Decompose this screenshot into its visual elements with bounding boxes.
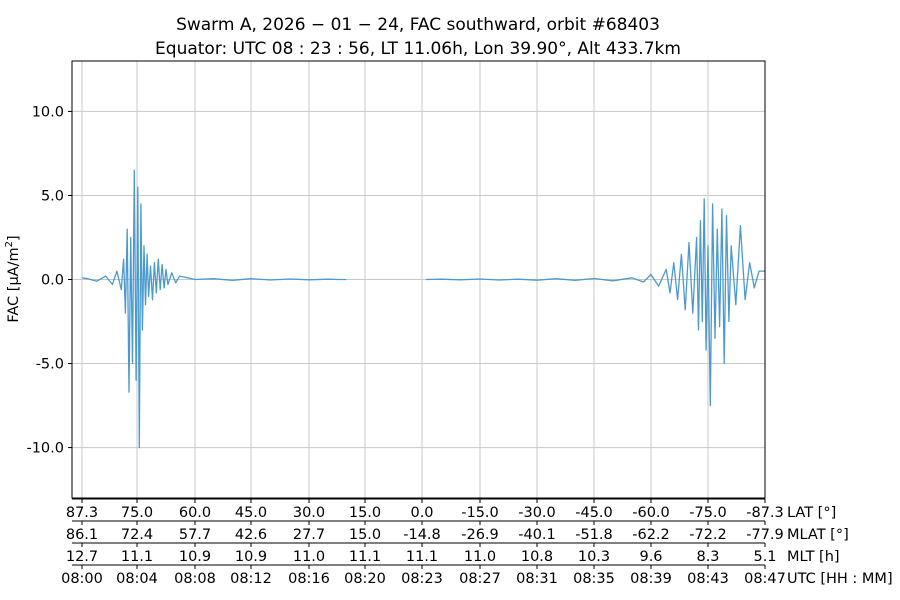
x-tick-label: -51.8 [575,527,613,543]
x-tick-label: 8.3 [696,549,719,565]
x-tick-label: 9.6 [639,549,662,565]
x-row-label: UTC [HH : MM] [787,571,893,587]
x-tick-label: 08:20 [344,571,386,587]
data-series [81,169,765,449]
x-tick-label: 08:35 [573,571,615,587]
x-tick-label: 10.9 [179,549,211,565]
x-tick-label: 10.9 [235,549,267,565]
x-tick-label: 08:16 [288,571,330,587]
fac-series-line-1 [81,169,347,449]
x-tick-label: 72.4 [121,527,153,543]
x-tick-label: 08:00 [61,571,103,587]
x-row-label: LAT [°] [787,505,836,521]
x-tick-label: 11.1 [349,549,381,565]
x-tick-label: -30.0 [518,505,556,521]
x-tick-label: 87.3 [66,505,98,521]
x-tick-label: 11.0 [293,549,325,565]
y-tick-label: -5.0 [36,357,64,373]
x-tick-label: -87.3 [746,505,784,521]
x-tick-label: -72.2 [689,527,727,543]
x-tick-label: 12.7 [66,549,98,565]
x-tick-label: 57.7 [179,527,211,543]
x-tick-label: 10.8 [521,549,553,565]
x-row-label: MLT [h] [787,549,840,565]
x-tick-label: 08:39 [630,571,672,587]
x-tick-label: 11.1 [121,549,153,565]
x-tick-label: 08:47 [744,571,786,587]
x-tick-label: 75.0 [121,505,153,521]
x-tick-label: 0.0 [410,505,433,521]
x-tick-label: 08:12 [230,571,272,587]
y-axis-label: FAC [μA/m2] [4,235,22,322]
x-tick-label: 08:08 [174,571,216,587]
chart-title-line-2: Equator: UTC 08 : 23 : 56, LT 11.06h, Lo… [155,39,681,59]
x-tick-label: 42.6 [235,527,267,543]
x-tick-label: -60.0 [632,505,670,521]
x-tick-label: 08:27 [459,571,501,587]
y-tick-label: 5.0 [41,188,64,204]
x-tick-label: 08:23 [401,571,443,587]
x-tick-label: 11.1 [406,549,438,565]
x-tick-label: 30.0 [293,505,325,521]
x-tick-label: -62.2 [632,527,670,543]
x-tick-label: -14.8 [403,527,441,543]
x-tick-label: 27.7 [293,527,325,543]
x-tick-label: 45.0 [235,505,267,521]
y-ticks: 10.0 5.0 0.0 -5.0 -10.0 [26,104,72,457]
x-axis-rows: 87.3 75.0 60.0 45.0 30.0 15.0 0.0 -15.0 -30.0 -45… [61,498,893,587]
y-tick-label: 10.0 [32,104,64,120]
y-tick-label: -10.0 [26,441,64,457]
x-tick-label: 60.0 [179,505,211,521]
fac-series-line-2 [425,198,765,407]
x-tick-label: -40.1 [518,527,556,543]
x-tick-label: 5.1 [753,549,776,565]
x-tick-label: 86.1 [66,527,98,543]
x-tick-label: 11.0 [464,549,496,565]
x-tick-label: -45.0 [575,505,613,521]
x-tick-label: 10.3 [578,549,610,565]
y-tick-label: 0.0 [41,273,64,289]
chart-title-line-1: Swarm A, 2026 − 01 − 24, FAC southward, … [176,15,660,35]
x-tick-label: -77.9 [746,527,784,543]
x-tick-label: 08:43 [687,571,729,587]
x-tick-label: 15.0 [349,527,381,543]
x-tick-label: 08:04 [116,571,158,587]
x-tick-label: -75.0 [689,505,727,521]
x-tick-label: -26.9 [461,527,499,543]
x-tick-label: -15.0 [461,505,499,521]
x-tick-label: 08:31 [516,571,558,587]
x-row-label: MLAT [°] [787,527,849,543]
x-tick-label: 15.0 [349,505,381,521]
